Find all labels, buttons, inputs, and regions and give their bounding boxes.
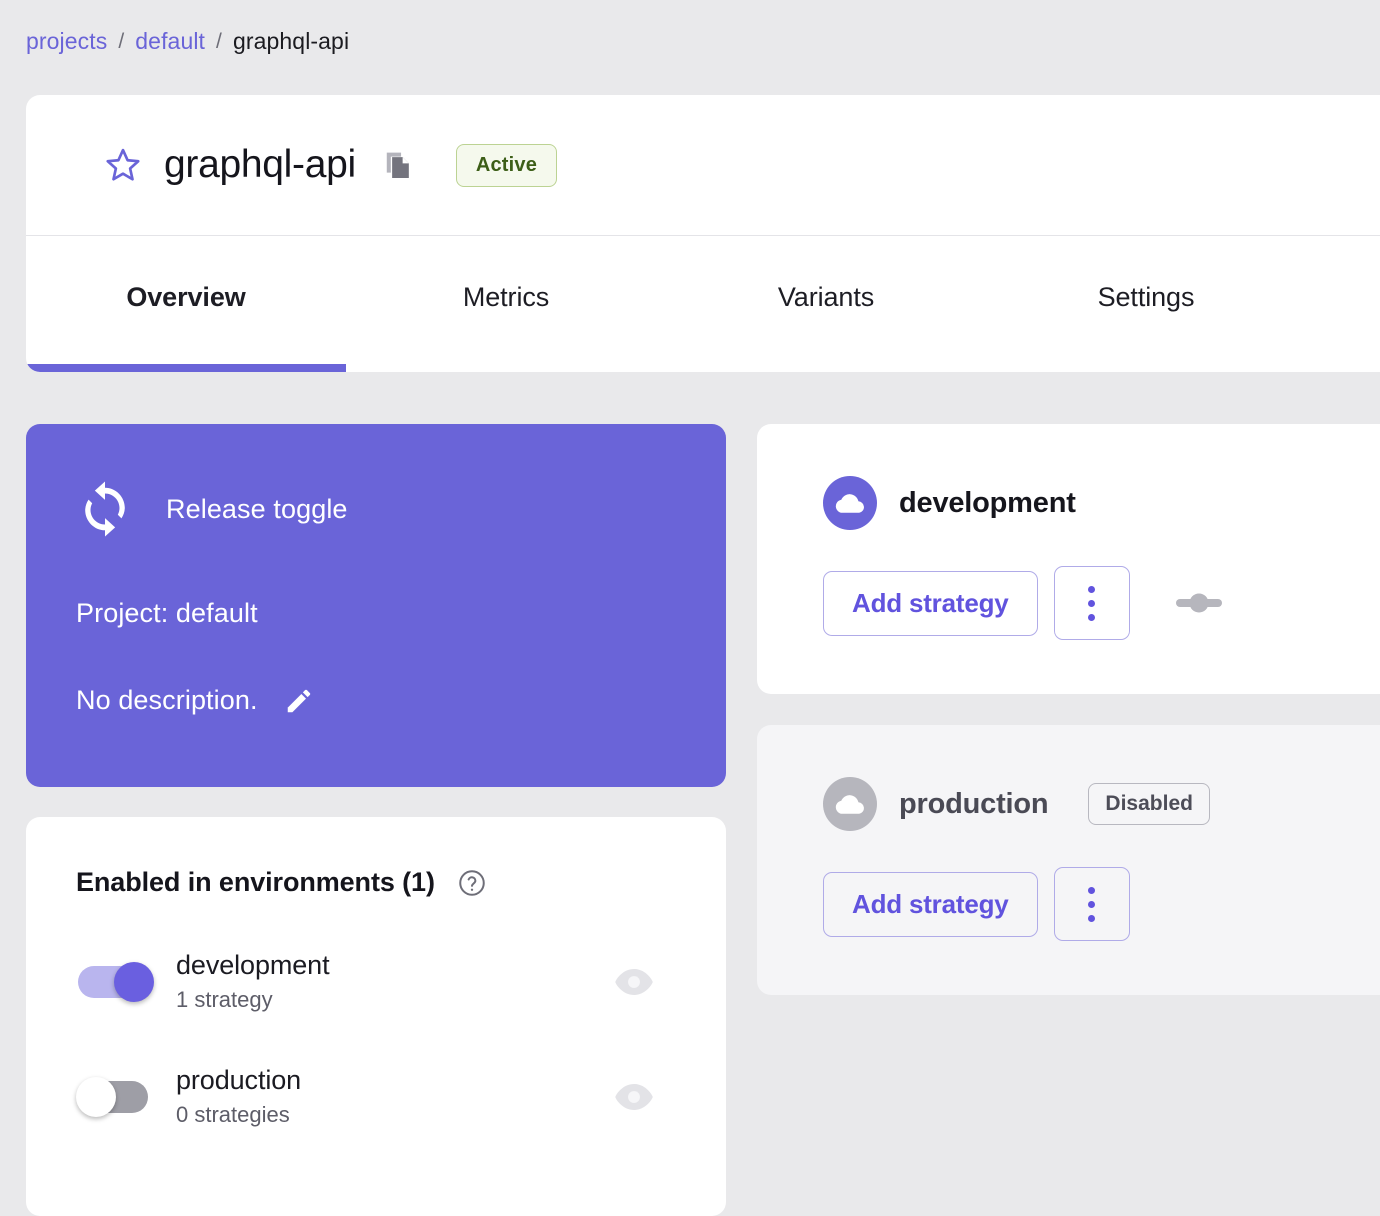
dot: [1088, 886, 1096, 894]
environment-card-actions: Add strategy: [823, 566, 1380, 640]
status-badge: Active: [455, 143, 558, 187]
environment-strategy-count: 0 strategies: [176, 1102, 290, 1127]
toggle-knob: [114, 961, 154, 1002]
tab-label: Metrics: [462, 281, 550, 312]
breadcrumb-item-default[interactable]: default: [135, 28, 206, 54]
pencil-icon[interactable]: [284, 686, 314, 716]
tab-label: Variants: [777, 281, 875, 312]
dot: [1088, 599, 1096, 607]
dot: [1088, 585, 1096, 593]
environment-card-development: development Add strategy: [757, 424, 1380, 694]
environment-card-actions: Add strategy: [823, 867, 1380, 941]
enabled-environments-card: Enabled in environments (1) development: [26, 817, 726, 1216]
copy-icon[interactable]: [378, 150, 412, 181]
more-vertical-icon[interactable]: [1053, 867, 1130, 941]
help-circle-icon[interactable]: [457, 868, 487, 898]
dot: [1088, 613, 1096, 621]
release-project-label: Project: default: [76, 598, 258, 628]
environment-strategy-count: 1 strategy: [176, 987, 273, 1012]
add-strategy-button[interactable]: Add strategy: [823, 570, 1038, 636]
overview-content: Release toggle Project: default No descr…: [0, 424, 1380, 1216]
star-outline-icon[interactable]: [104, 146, 142, 184]
tab-variants[interactable]: Variants: [666, 236, 986, 372]
tab-label: Settings: [1097, 281, 1195, 312]
left-column: Release toggle Project: default No descr…: [26, 424, 726, 1216]
environment-card-production: production Disabled Add strategy: [757, 725, 1380, 995]
dot: [1088, 900, 1096, 908]
environment-card-name: production: [899, 787, 1049, 820]
environment-toggle-row: production 0 strategies: [76, 1065, 676, 1128]
breadcrumb-separator: /: [118, 29, 125, 53]
tab-overview[interactable]: Overview: [26, 236, 346, 372]
add-strategy-button[interactable]: Add strategy: [823, 871, 1038, 937]
flag-header: graphql-api Active: [26, 95, 1380, 236]
release-toggle-header: Release toggle: [76, 480, 676, 538]
breadcrumb: projects / default / graphql-api: [0, 0, 1380, 55]
release-toggle-type: Release toggle: [166, 493, 348, 524]
page-title: graphql-api: [164, 143, 356, 186]
environment-info: development 1 strategy: [176, 950, 614, 1013]
right-column: development Add strategy: [757, 424, 1380, 995]
environment-name: production: [176, 1065, 302, 1095]
dot: [1088, 914, 1096, 922]
eye-icon[interactable]: [614, 1083, 676, 1111]
release-description: No description.: [76, 685, 258, 715]
tab-metrics[interactable]: Metrics: [346, 236, 666, 372]
release-toggle-card: Release toggle Project: default No descr…: [26, 424, 726, 787]
eye-icon[interactable]: [614, 968, 676, 996]
tab-label: Overview: [126, 281, 246, 312]
breadcrumb-item-current: graphql-api: [232, 28, 350, 54]
cloud-icon: [823, 476, 877, 530]
tab-settings[interactable]: Settings: [986, 236, 1306, 372]
environment-toggle-row: development 1 strategy: [76, 950, 676, 1013]
enabled-environments-title: Enabled in environments (1): [76, 867, 435, 897]
toggle-knob: [76, 1076, 116, 1117]
environment-info: production 0 strategies: [176, 1065, 614, 1128]
toggle-production[interactable]: [76, 1075, 154, 1119]
slider-handle-icon[interactable]: [1146, 589, 1224, 617]
environment-card-header: production Disabled: [823, 777, 1380, 831]
environment-card-name: development: [899, 486, 1076, 519]
sync-icon: [76, 480, 134, 538]
toggle-development[interactable]: [76, 960, 154, 1004]
environment-name: development: [176, 950, 330, 980]
cloud-icon: [823, 777, 877, 831]
more-vertical-icon[interactable]: [1053, 566, 1130, 640]
tab-bar: Overview Metrics Variants Settings: [26, 236, 1380, 372]
disabled-badge: Disabled: [1088, 783, 1210, 825]
enabled-environments-header: Enabled in environments (1): [76, 867, 676, 898]
breadcrumb-item-projects[interactable]: projects: [26, 28, 108, 54]
release-description-row: No description.: [76, 685, 676, 716]
environment-card-header: development: [823, 476, 1380, 530]
breadcrumb-separator: /: [216, 29, 222, 53]
feature-flag-panel: graphql-api Active Overview Metrics Vari…: [26, 95, 1380, 372]
